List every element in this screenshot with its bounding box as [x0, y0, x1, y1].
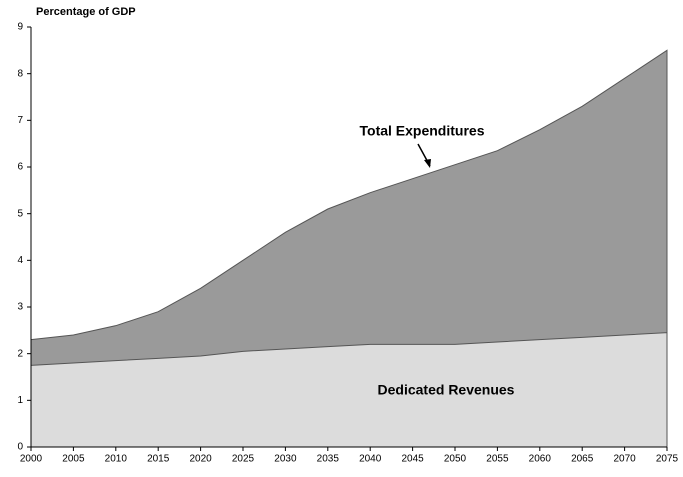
x-tick-label: 2055 — [486, 454, 509, 465]
y-tick-label: 5 — [17, 208, 23, 219]
y-tick-label: 2 — [17, 348, 23, 359]
x-tick-label: 2075 — [656, 454, 679, 465]
x-tick-label: 2025 — [232, 454, 255, 465]
series-label: Total Expenditures — [360, 123, 485, 139]
y-tick-label: 4 — [17, 255, 23, 266]
area — [30, 332, 668, 448]
plot: 0 1 2 3 4 5 6 7 8 9 2000 2005 2010 2015 2020 2025 2030 20… — [17, 22, 678, 465]
x-tick-label: 2035 — [317, 454, 340, 465]
x-tick-label: 2005 — [62, 454, 85, 465]
y-tick-label: 8 — [17, 68, 23, 79]
x-tick-label: 2065 — [571, 454, 594, 465]
x-tick-label: 2050 — [444, 454, 467, 465]
x-tick-label: 2070 — [613, 454, 636, 465]
y-axis-title: Percentage of GDP — [36, 6, 136, 18]
y-tick-label: 1 — [17, 395, 23, 406]
y-tick-label: 0 — [17, 442, 23, 453]
arrow-head — [424, 159, 431, 168]
x-tick-label: 2030 — [274, 454, 297, 465]
x-tick-label: 2020 — [189, 454, 212, 465]
x-tick-label: 2015 — [147, 454, 170, 465]
y-tick-label: 9 — [17, 22, 23, 33]
x-tick-label: 2060 — [529, 454, 552, 465]
y-tick-label: 3 — [17, 302, 23, 313]
x-tick-label: 2000 — [20, 454, 43, 465]
y-tick-label: 6 — [17, 162, 23, 173]
x-tick-label: 2045 — [401, 454, 424, 465]
y-tick-label: 7 — [17, 115, 23, 126]
x-tick-label: 2040 — [359, 454, 382, 465]
series-label: Dedicated Revenues — [378, 382, 515, 398]
x-tick-label: 2010 — [105, 454, 128, 465]
